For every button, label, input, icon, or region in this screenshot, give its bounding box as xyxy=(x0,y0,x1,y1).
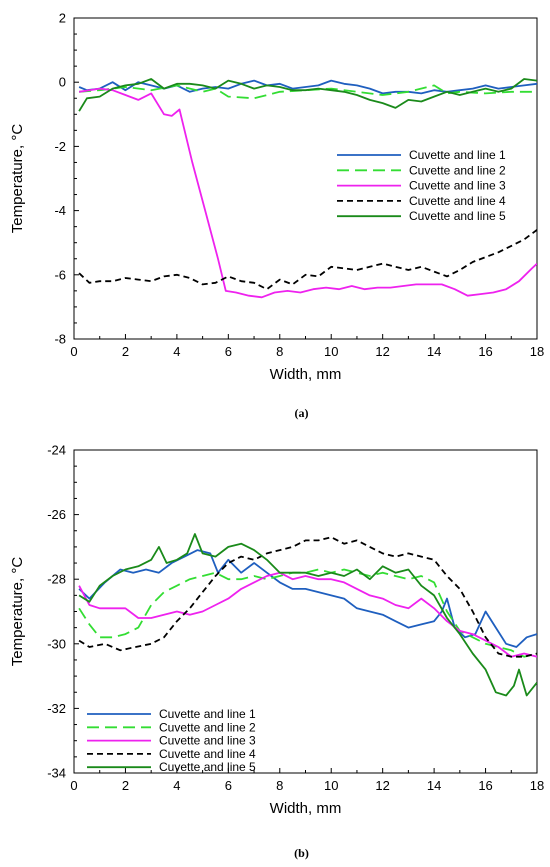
series-line-2 xyxy=(79,84,537,100)
series-line-4 xyxy=(78,536,537,658)
y-tick-label: 0 xyxy=(59,75,66,90)
legend-label-2: Cuvette and line 2 xyxy=(159,720,256,734)
legend-label-1: Cuvette and line 1 xyxy=(159,707,256,721)
series-line-3 xyxy=(78,571,537,658)
x-tick-label: 2 xyxy=(122,344,129,359)
x-tick-label: 10 xyxy=(324,344,338,359)
panel-label: (a) xyxy=(295,406,309,420)
y-tick-label: -8 xyxy=(54,332,66,347)
y-tick-label: 2 xyxy=(59,11,66,26)
y-tick-label: -2 xyxy=(54,139,66,154)
x-axis-title: Width, mm xyxy=(270,800,342,817)
y-axis-title: Temperature, °C xyxy=(9,557,26,667)
legend-label-4: Cuvette and line 4 xyxy=(159,747,256,761)
legend-label-1: Cuvette and line 1 xyxy=(409,148,506,162)
series-line-3 xyxy=(78,87,537,299)
x-tick-label: 4 xyxy=(173,344,180,359)
series-line-1 xyxy=(78,79,537,95)
y-tick-label: -30 xyxy=(47,636,66,651)
x-tick-label: 16 xyxy=(478,778,492,793)
x-tick-label: 12 xyxy=(375,778,389,793)
chart-panel-a: 0 2 4 6 8 10 12 14 16 18 -8 -6 -4 -2 0 2 Width, mm Temper… xyxy=(9,11,544,421)
x-tick-label: 2 xyxy=(122,778,129,793)
y-tick-label: -34 xyxy=(47,766,66,781)
x-tick-label: 12 xyxy=(375,344,389,359)
x-tick-label: 18 xyxy=(530,344,544,359)
legend-label-4: Cuvette and line 4 xyxy=(409,194,506,208)
series-line-5 xyxy=(78,533,537,697)
x-tick-label: 10 xyxy=(324,778,338,793)
legend-label-3: Cuvette and line 3 xyxy=(159,734,256,748)
panel-label: (b) xyxy=(294,846,309,860)
x-tick-label: 0 xyxy=(70,778,77,793)
legend-label-2: Cuvette and line 2 xyxy=(409,163,506,177)
legend-label-3: Cuvette and line 3 xyxy=(409,179,506,193)
y-tick-label: -26 xyxy=(47,507,66,522)
x-tick-label: 4 xyxy=(173,778,180,793)
x-tick-label: 0 xyxy=(70,344,77,359)
y-tick-label: -28 xyxy=(47,572,66,587)
legend-label-5: Cuvette and line 5 xyxy=(409,209,506,223)
x-tick-label: 16 xyxy=(478,344,492,359)
x-tick-label: 14 xyxy=(427,344,441,359)
series-line-4 xyxy=(78,229,537,291)
y-tick-label: -6 xyxy=(54,267,66,282)
x-tick-label: 14 xyxy=(427,778,441,793)
x-axis-title: Width, mm xyxy=(270,366,342,383)
x-tick-label: 6 xyxy=(225,778,232,793)
y-tick-label: -32 xyxy=(47,701,66,716)
y-tick-label: -4 xyxy=(54,203,66,218)
y-tick-label: -24 xyxy=(47,443,66,458)
chart-panel-b: 0 2 4 6 8 10 12 14 16 18 -34 -32 -30 -28 -26 -24 Width, … xyxy=(9,443,544,861)
y-axis-title: Temperature, °C xyxy=(9,124,26,234)
legend-label-5: Cuvette and line 5 xyxy=(159,760,256,774)
x-tick-label: 6 xyxy=(225,344,232,359)
x-tick-label: 8 xyxy=(276,778,283,793)
x-tick-label: 8 xyxy=(276,344,283,359)
series-line-5 xyxy=(78,78,537,112)
x-tick-label: 18 xyxy=(530,778,544,793)
plot-frame xyxy=(73,449,538,774)
